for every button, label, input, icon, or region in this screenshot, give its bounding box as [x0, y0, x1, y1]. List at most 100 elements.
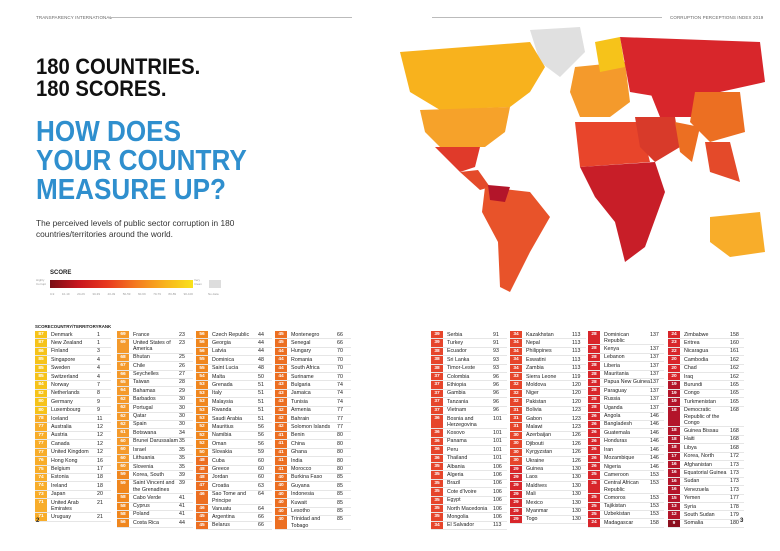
score-badge: 19	[668, 398, 680, 406]
table-row: 29 Mexico 130	[510, 499, 586, 508]
score-badge: 60	[117, 463, 129, 471]
score-badge: 41	[275, 457, 287, 465]
score-badge: 34	[431, 521, 443, 530]
table-row: 16 Afghanistan 173	[668, 461, 744, 470]
table-row: 40 Trinidad and Tobago 85	[275, 515, 351, 531]
rank: 123	[572, 407, 581, 414]
table-row: 18 Libya 168	[668, 444, 744, 453]
score-badge: 34	[510, 331, 522, 339]
country-name: Turkey	[447, 339, 463, 346]
rank: 17	[97, 466, 103, 472]
country-name: Rwanda	[212, 407, 232, 414]
legend-tick: 0-9	[50, 292, 55, 296]
rank: 60	[258, 466, 264, 472]
table-row: 31 Bolivia 123	[510, 406, 586, 416]
table-row: 40 Indonesia 85	[275, 490, 351, 500]
rank: 137	[650, 387, 659, 394]
country-name: Greece	[212, 466, 230, 472]
score-badge: 45	[196, 521, 208, 530]
score-badge: 55	[196, 356, 208, 364]
country-name: Eritrea	[684, 339, 700, 346]
country-name: Namibia	[212, 432, 232, 439]
rank: 126	[572, 457, 581, 464]
rank: 101	[493, 455, 502, 462]
rank: 146	[650, 421, 659, 428]
score-badge: 35	[431, 479, 443, 488]
country-name: Philippines	[526, 348, 552, 355]
table-row: 33 Sierra Leone 119	[510, 373, 586, 382]
score-badge: 35	[431, 471, 443, 479]
rank: 126	[572, 449, 581, 456]
table-row: 62 Barbados 30	[117, 395, 193, 405]
table-row: 87 New Zealand 1	[35, 339, 111, 348]
score-badge: 34	[510, 339, 522, 347]
score-badge: 46	[196, 490, 208, 505]
rank: 130	[572, 482, 581, 489]
table-row: 34 Zambia 113	[510, 364, 586, 374]
rank: 101	[493, 429, 502, 436]
legend-low-label: Highly Corrupt	[36, 278, 47, 286]
map-central-asia	[650, 92, 700, 117]
table-row: 16 Sudan 173	[668, 477, 744, 487]
score-badge: 77	[35, 440, 47, 448]
rank: 41	[179, 503, 185, 510]
rank: 18	[97, 482, 103, 489]
score-badge: 36	[431, 429, 443, 437]
score-badge: 66	[117, 370, 129, 378]
score-badge: 24	[668, 331, 680, 339]
map-usa	[420, 107, 510, 147]
country-name: Cyprus	[133, 503, 150, 510]
rank: 77	[337, 415, 343, 422]
country-name: Indonesia	[291, 491, 314, 498]
rank: 39	[179, 471, 185, 478]
table-row: 75 Belgium 17	[35, 465, 111, 474]
score-badge: 26	[588, 429, 600, 437]
rank: 165	[730, 398, 739, 405]
rank: 180	[730, 520, 739, 527]
country-name: Uruguay	[51, 513, 72, 520]
rank: 113	[493, 522, 502, 529]
table-row: 35 Egypt 106	[431, 496, 507, 506]
country-name: Liberia	[604, 362, 620, 369]
rank: 113	[572, 365, 581, 372]
table-row: 15 Yemen 177	[668, 494, 744, 504]
table-row: 29 Laos 130	[510, 473, 586, 483]
score-badge: 58	[117, 502, 129, 510]
rank: 106	[493, 471, 502, 478]
score-badge: 48	[196, 473, 208, 482]
table-row: 84 Norway 7	[35, 381, 111, 390]
rank: 66	[337, 339, 343, 346]
table-row: 42 Armenia 77	[275, 406, 351, 416]
rank: 30	[179, 404, 185, 411]
country-name: Latvia	[212, 348, 227, 355]
rank: 93	[493, 356, 499, 363]
country-name: Maldives	[526, 482, 547, 489]
table-row: 34 El Salvador 113	[431, 521, 507, 531]
score-badge: 58	[117, 510, 129, 519]
country-name: Cameroon	[604, 471, 629, 478]
rank: 173	[730, 461, 739, 468]
table-row: 44 Hungary 70	[275, 347, 351, 357]
score-header: SCORE	[35, 324, 51, 330]
rank: 74	[337, 390, 343, 397]
rank: 80	[337, 466, 343, 472]
rank: 113	[572, 356, 581, 363]
country-name: Papua New Guinea	[604, 379, 650, 386]
rank: 85	[337, 474, 343, 481]
country-name: Brunei Darussalam	[133, 438, 179, 445]
table-row: 46 Vanuatu 64	[196, 505, 272, 514]
rank: 41	[179, 511, 185, 518]
rank: 85	[337, 482, 343, 489]
score-badge: 56	[196, 347, 208, 356]
country-name: Austria	[51, 432, 68, 439]
score-badge: 35	[431, 505, 443, 513]
world-map	[400, 27, 765, 292]
country-name: Turkmenistan	[684, 398, 716, 405]
score-badge: 53	[196, 381, 208, 389]
rank: 9	[97, 398, 100, 405]
country-name: Cuba	[212, 457, 225, 464]
score-badge: 52	[196, 423, 208, 431]
rank: 130	[572, 516, 581, 523]
score-badge: 37	[431, 389, 443, 398]
rank: 130	[572, 491, 581, 498]
